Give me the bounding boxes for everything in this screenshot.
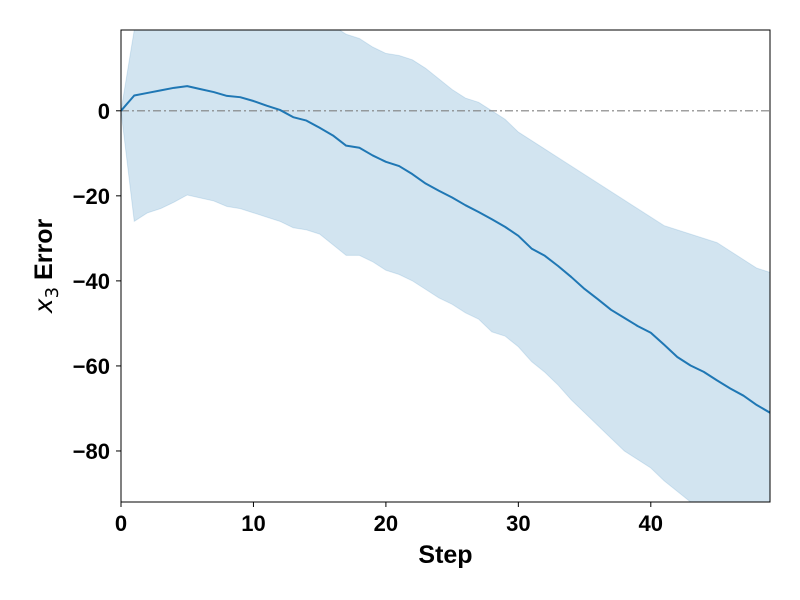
y-axis: 0 −20 −40 −60 −80 xyxy=(73,99,121,464)
y-tick-label: −60 xyxy=(73,354,110,379)
y-tick-label: −20 xyxy=(73,184,110,209)
y-axis-label-subscript: 3 xyxy=(42,287,63,298)
y-axis-label-text: Error xyxy=(30,219,58,280)
y-axis-label: x3 Error xyxy=(29,219,63,315)
plot-area xyxy=(121,30,770,502)
y-axis-label-variable: x xyxy=(29,298,58,314)
x-axis: 0 10 20 30 40 xyxy=(115,502,663,536)
x-tick-label: 30 xyxy=(506,511,530,536)
plot-frame xyxy=(120,29,771,503)
x-tick-label: 20 xyxy=(374,511,398,536)
confidence-band xyxy=(121,30,770,502)
mean-error-line xyxy=(121,85,770,414)
y-tick-label: −80 xyxy=(73,439,110,464)
y-tick-label: 0 xyxy=(98,99,110,124)
y-tick-label: −40 xyxy=(73,269,110,294)
x-tick-label: 0 xyxy=(115,511,127,536)
x-axis-label: Step xyxy=(418,541,472,569)
x-tick-label: 40 xyxy=(639,511,663,536)
x-tick-label: 10 xyxy=(241,511,265,536)
